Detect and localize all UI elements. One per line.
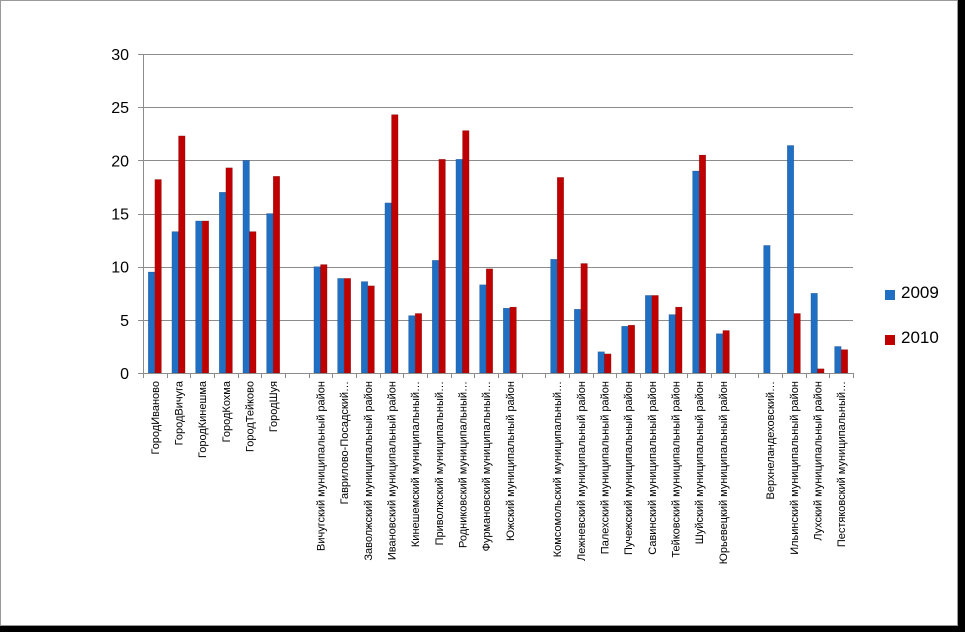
gridlines bbox=[143, 54, 853, 321]
bar-2009 bbox=[455, 159, 463, 374]
bar-2010 bbox=[840, 349, 849, 374]
y-tick-label: 5 bbox=[120, 313, 129, 330]
bar-2010 bbox=[698, 154, 707, 374]
y-tick-label: 20 bbox=[111, 153, 129, 170]
x-category-label: Южский муниципальный район bbox=[505, 381, 517, 541]
y-tick-label: 25 bbox=[111, 100, 129, 117]
bar-2009 bbox=[715, 333, 724, 374]
y-tick-label: 15 bbox=[111, 207, 129, 224]
x-category-label: Шуйский муниципальный район bbox=[694, 381, 706, 544]
x-category-label: Ильинский муниципальный район bbox=[789, 381, 801, 555]
bar-2010 bbox=[272, 176, 281, 374]
bar-2010 bbox=[675, 306, 683, 374]
bar-2009 bbox=[147, 271, 156, 374]
bar-2009 bbox=[242, 160, 250, 374]
x-category-label: Юрьевецкий муниципальный район bbox=[718, 381, 730, 564]
bar-2009 bbox=[810, 293, 818, 374]
x-category-label: Верхнеландеховский… bbox=[765, 381, 777, 500]
tick-labels: 0 5 10 15 20 25 30 ГородИваново ГородВичуга Город… bbox=[111, 47, 848, 564]
x-category-label: Гаврилово-Посадский… bbox=[339, 381, 351, 504]
bar-2009 bbox=[644, 295, 653, 374]
legend-swatch-2009 bbox=[885, 290, 895, 300]
x-category-label: Вичугский муниципальный район bbox=[316, 381, 328, 551]
x-category-label: Родниковский муниципальный… bbox=[458, 381, 470, 548]
bar-2010 bbox=[462, 130, 470, 374]
bar-2010 bbox=[320, 264, 328, 374]
bar-2009 bbox=[550, 258, 558, 374]
x-category-label: Лежневский муниципальный район bbox=[576, 381, 588, 561]
y-tick-label: 10 bbox=[111, 260, 129, 277]
bar-2010 bbox=[509, 306, 517, 374]
x-category-label: Фурмановский муниципальный… bbox=[481, 381, 493, 551]
bar-2010 bbox=[343, 278, 352, 374]
bar-2009 bbox=[668, 314, 676, 374]
bar-2009 bbox=[431, 260, 440, 374]
bar-2009 bbox=[360, 281, 369, 374]
bar-2009 bbox=[763, 245, 771, 374]
bar-2009 bbox=[218, 191, 227, 374]
bar-2010 bbox=[201, 220, 210, 374]
x-category-label: Комсомольский муниципальный… bbox=[552, 381, 564, 557]
bar-2009 bbox=[786, 145, 795, 374]
x-category-label: Савинский муниципальный район bbox=[647, 381, 659, 555]
bar-2010 bbox=[438, 159, 446, 374]
x-category-label: Палехский муниципальный район bbox=[600, 381, 612, 554]
bar-2010 bbox=[225, 167, 233, 374]
bar-2009 bbox=[171, 231, 179, 374]
bar-2009 bbox=[408, 315, 416, 374]
x-category-label: Пучежский муниципальный район bbox=[623, 381, 635, 555]
y-tick-label: 0 bbox=[120, 366, 129, 383]
bar-2010 bbox=[627, 324, 636, 374]
x-category-label: ГородИваново bbox=[150, 381, 162, 455]
bar-2009 bbox=[621, 325, 629, 374]
bar-2010 bbox=[793, 313, 801, 374]
x-category-label: Тейковский муниципальный район bbox=[671, 381, 683, 558]
bar-2009 bbox=[479, 284, 487, 374]
bar-2009 bbox=[337, 278, 345, 374]
x-category-label: ГородВичуга bbox=[174, 380, 186, 445]
x-category-label: Ивановский муниципальный район bbox=[387, 381, 399, 560]
x-category-label: Лухский муниципальный район bbox=[813, 381, 825, 541]
x-category-label: Пестяковский муниципальный… bbox=[836, 381, 848, 547]
bar-2010 bbox=[651, 295, 659, 374]
bar-2009 bbox=[834, 346, 842, 374]
bar-2010 bbox=[391, 114, 399, 374]
bar-2009 bbox=[502, 307, 511, 374]
x-category-label: ГородШуя bbox=[268, 381, 280, 432]
x-category-label: Заволжский муниципальный район bbox=[363, 381, 375, 561]
bar-2010 bbox=[580, 263, 588, 374]
y-tick-label: 30 bbox=[111, 47, 129, 64]
bar-2010 bbox=[154, 179, 162, 374]
bar-2009 bbox=[313, 266, 321, 374]
bar-2009 bbox=[692, 170, 700, 374]
bars bbox=[147, 114, 849, 374]
x-category-label: Приволжский муниципальный… bbox=[434, 381, 446, 545]
legend-label-2010: 2010 bbox=[901, 328, 939, 347]
legend-swatch-2010 bbox=[885, 335, 895, 345]
x-category-label: ГородКинешма bbox=[197, 380, 209, 458]
bar-2009 bbox=[266, 213, 274, 374]
axes bbox=[138, 54, 854, 378]
bar-2010 bbox=[249, 231, 257, 374]
bar-2010 bbox=[414, 313, 423, 374]
bar-2009 bbox=[573, 308, 582, 374]
bar-2009 bbox=[195, 220, 203, 374]
x-category-label: Кинешемский муниципальный… bbox=[410, 381, 422, 547]
bar-2009 bbox=[384, 202, 392, 374]
bar-2010 bbox=[604, 353, 612, 374]
bar-2010 bbox=[367, 285, 375, 374]
bar-2010 bbox=[178, 135, 186, 374]
bar-2009 bbox=[597, 351, 605, 374]
x-category-label: ГородТейково bbox=[245, 381, 257, 452]
bar-2010 bbox=[485, 268, 494, 374]
bar-2010 bbox=[817, 368, 825, 374]
bar-2010 bbox=[556, 177, 565, 374]
bar-2010 bbox=[722, 330, 730, 374]
legend-label-2009: 2009 bbox=[901, 283, 939, 302]
x-category-label: ГородКохма bbox=[221, 380, 233, 442]
